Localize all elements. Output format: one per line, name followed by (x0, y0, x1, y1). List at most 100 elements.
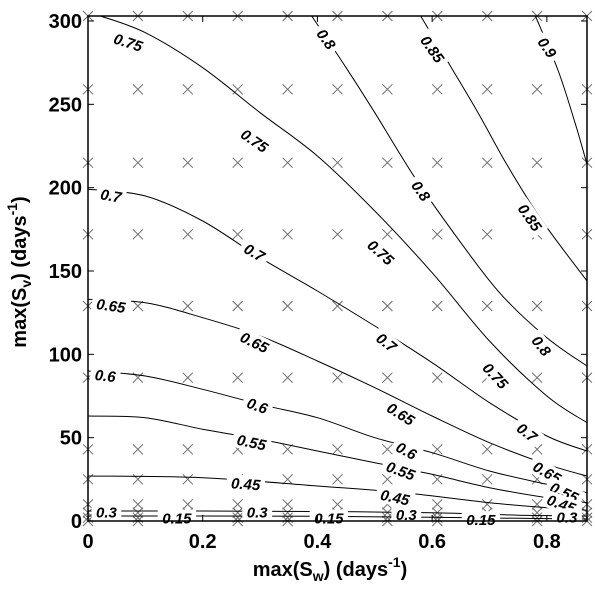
x-tick-label: 0.6 (418, 531, 446, 553)
sample-marker (431, 498, 443, 510)
sample-marker (182, 83, 194, 95)
contour-line-0-85 (420, 15, 588, 282)
sample-marker (132, 300, 144, 312)
sample-marker (332, 300, 343, 312)
contour-label: 0.15 (461, 511, 501, 529)
contour-label: 0.75 (233, 122, 276, 159)
contour-label-text: 0.15 (162, 511, 192, 528)
sample-marker (282, 473, 293, 485)
sample-marker (531, 83, 543, 95)
sample-marker (282, 498, 293, 510)
sample-marker (332, 498, 343, 510)
sample-marker (332, 83, 343, 95)
contour-label: 0.65 (233, 326, 276, 359)
contour-label-text: 0.3 (96, 505, 118, 522)
contour-lines (87, 15, 588, 520)
sample-marker (481, 498, 493, 510)
sample-marker (232, 498, 244, 510)
contour-label: 0.6 (240, 392, 275, 419)
sample-marker (382, 443, 393, 455)
y-axis-ticks: 0 50 100 150 200 250 300 (49, 11, 587, 533)
contour-label: 0.8 (525, 328, 558, 363)
x-tick-label: 0.8 (533, 531, 561, 553)
sample-marker (232, 157, 244, 169)
sample-marker (132, 498, 144, 510)
contour-line-0-75 (100, 15, 588, 424)
y-tick-label: 250 (49, 94, 82, 116)
contour-line-0-55 (87, 415, 588, 504)
contour-label: 0.45 (374, 484, 416, 510)
contour-label: 0.8 (310, 21, 342, 57)
x-axis-title: max(Sw) (days-1) (253, 554, 408, 584)
contour-label: 0.3 (391, 506, 422, 524)
contour-label-text: 0.6 (244, 395, 270, 418)
sample-marker (481, 473, 493, 485)
y-tick-label: 100 (49, 344, 82, 366)
sample-marker (132, 83, 144, 95)
plot-frame (87, 15, 588, 522)
sample-marker (182, 372, 194, 384)
contour-label: 0.3 (552, 508, 582, 526)
sample-marker (531, 300, 543, 312)
contour-label: 0.7 (369, 326, 404, 359)
contour-label-text: 0.3 (556, 509, 578, 526)
sample-marker (382, 473, 393, 485)
sample-markers (82, 10, 593, 527)
contour-label-text: 0.6 (94, 367, 117, 386)
contour-label: 0.3 (242, 503, 273, 522)
contour-label: 0.15 (157, 509, 197, 528)
sample-marker (531, 157, 543, 169)
contour-label: 0.7 (237, 237, 272, 268)
x-tick-label: 0 (82, 531, 93, 553)
contour-label-text: 0.3 (396, 507, 418, 524)
sample-marker (282, 157, 293, 169)
contour-label: 0.3 (91, 503, 122, 522)
contour-label: 0.65 (380, 396, 422, 432)
contour-label: 0.65 (90, 294, 132, 317)
x-tick-label: 0.4 (304, 531, 333, 553)
contour-label: 0.15 (309, 509, 349, 528)
contour-label-text: 0.55 (235, 432, 268, 455)
contour-line-0-65 (87, 298, 588, 477)
sample-marker (431, 372, 443, 384)
sample-marker (232, 83, 244, 95)
sample-marker (431, 443, 443, 455)
sample-marker (182, 228, 194, 240)
contour-label: 0.55 (231, 429, 273, 455)
contour-line-0-45 (87, 475, 588, 511)
sample-marker (382, 228, 393, 240)
contour-labels: 0.75 0.8 0.85 0.9 0.75 0.8 0.85 0.7 0.7 0.75 0.65 0… (89, 21, 586, 529)
y-tick-label: 200 (49, 178, 82, 200)
contour-label-text: 0.7 (99, 186, 123, 206)
sample-marker (182, 498, 194, 510)
contour-label: 0.7 (94, 184, 128, 207)
sample-marker (382, 300, 393, 312)
sample-marker (232, 228, 244, 240)
y-tick-label: 0 (71, 511, 82, 533)
sample-marker (282, 83, 293, 95)
sample-marker (382, 83, 393, 95)
sample-marker (481, 300, 493, 312)
contour-label-text: 0.45 (231, 475, 262, 494)
sample-marker (232, 300, 244, 312)
sample-marker (481, 228, 493, 240)
sample-marker (382, 157, 393, 169)
sample-marker (481, 83, 493, 95)
sample-marker (481, 157, 493, 169)
sample-marker (182, 473, 194, 485)
sample-marker (132, 157, 144, 169)
contour-label: 0.75 (107, 28, 150, 57)
contour-line-0-8 (311, 15, 588, 367)
contour-label-text: 0.45 (379, 487, 412, 510)
sample-marker (431, 157, 443, 169)
x-tick-label: 0.2 (189, 531, 217, 553)
contour-line-0-7 (87, 188, 588, 452)
contour-label: 0.6 (89, 365, 121, 386)
sample-marker (282, 300, 293, 312)
sample-marker (531, 507, 543, 519)
sample-marker (282, 372, 293, 384)
contour-label-text: 0.15 (314, 511, 344, 528)
sample-marker (182, 443, 194, 455)
sample-marker (232, 372, 244, 384)
sample-marker (332, 443, 343, 455)
